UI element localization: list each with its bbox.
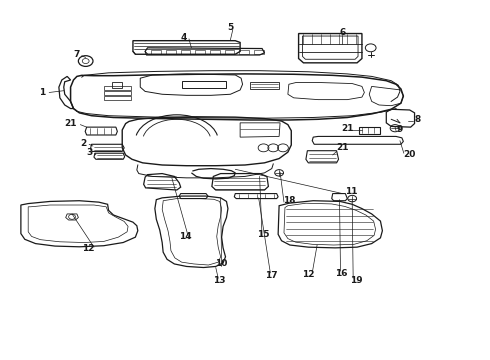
Text: 7: 7 <box>74 50 80 59</box>
Text: 2: 2 <box>80 139 86 148</box>
Text: 17: 17 <box>266 271 278 280</box>
Text: 18: 18 <box>283 196 295 205</box>
Text: 15: 15 <box>257 230 270 239</box>
Text: 11: 11 <box>345 187 358 196</box>
Text: 4: 4 <box>181 33 187 42</box>
Text: 5: 5 <box>227 23 234 32</box>
Text: 13: 13 <box>214 276 226 285</box>
Text: 20: 20 <box>403 150 416 159</box>
Text: 6: 6 <box>339 28 345 37</box>
Text: 12: 12 <box>302 270 315 279</box>
Text: 21: 21 <box>341 124 354 133</box>
Text: 9: 9 <box>397 126 403 135</box>
Text: 12: 12 <box>82 244 95 253</box>
Text: 21: 21 <box>64 119 77 128</box>
Text: 16: 16 <box>335 269 348 278</box>
Text: 14: 14 <box>179 232 192 241</box>
Text: 1: 1 <box>39 88 45 97</box>
Text: 3: 3 <box>86 148 92 157</box>
Text: 10: 10 <box>216 260 228 269</box>
Text: 19: 19 <box>350 276 363 285</box>
Text: 8: 8 <box>415 116 421 125</box>
Text: 21: 21 <box>336 143 349 152</box>
